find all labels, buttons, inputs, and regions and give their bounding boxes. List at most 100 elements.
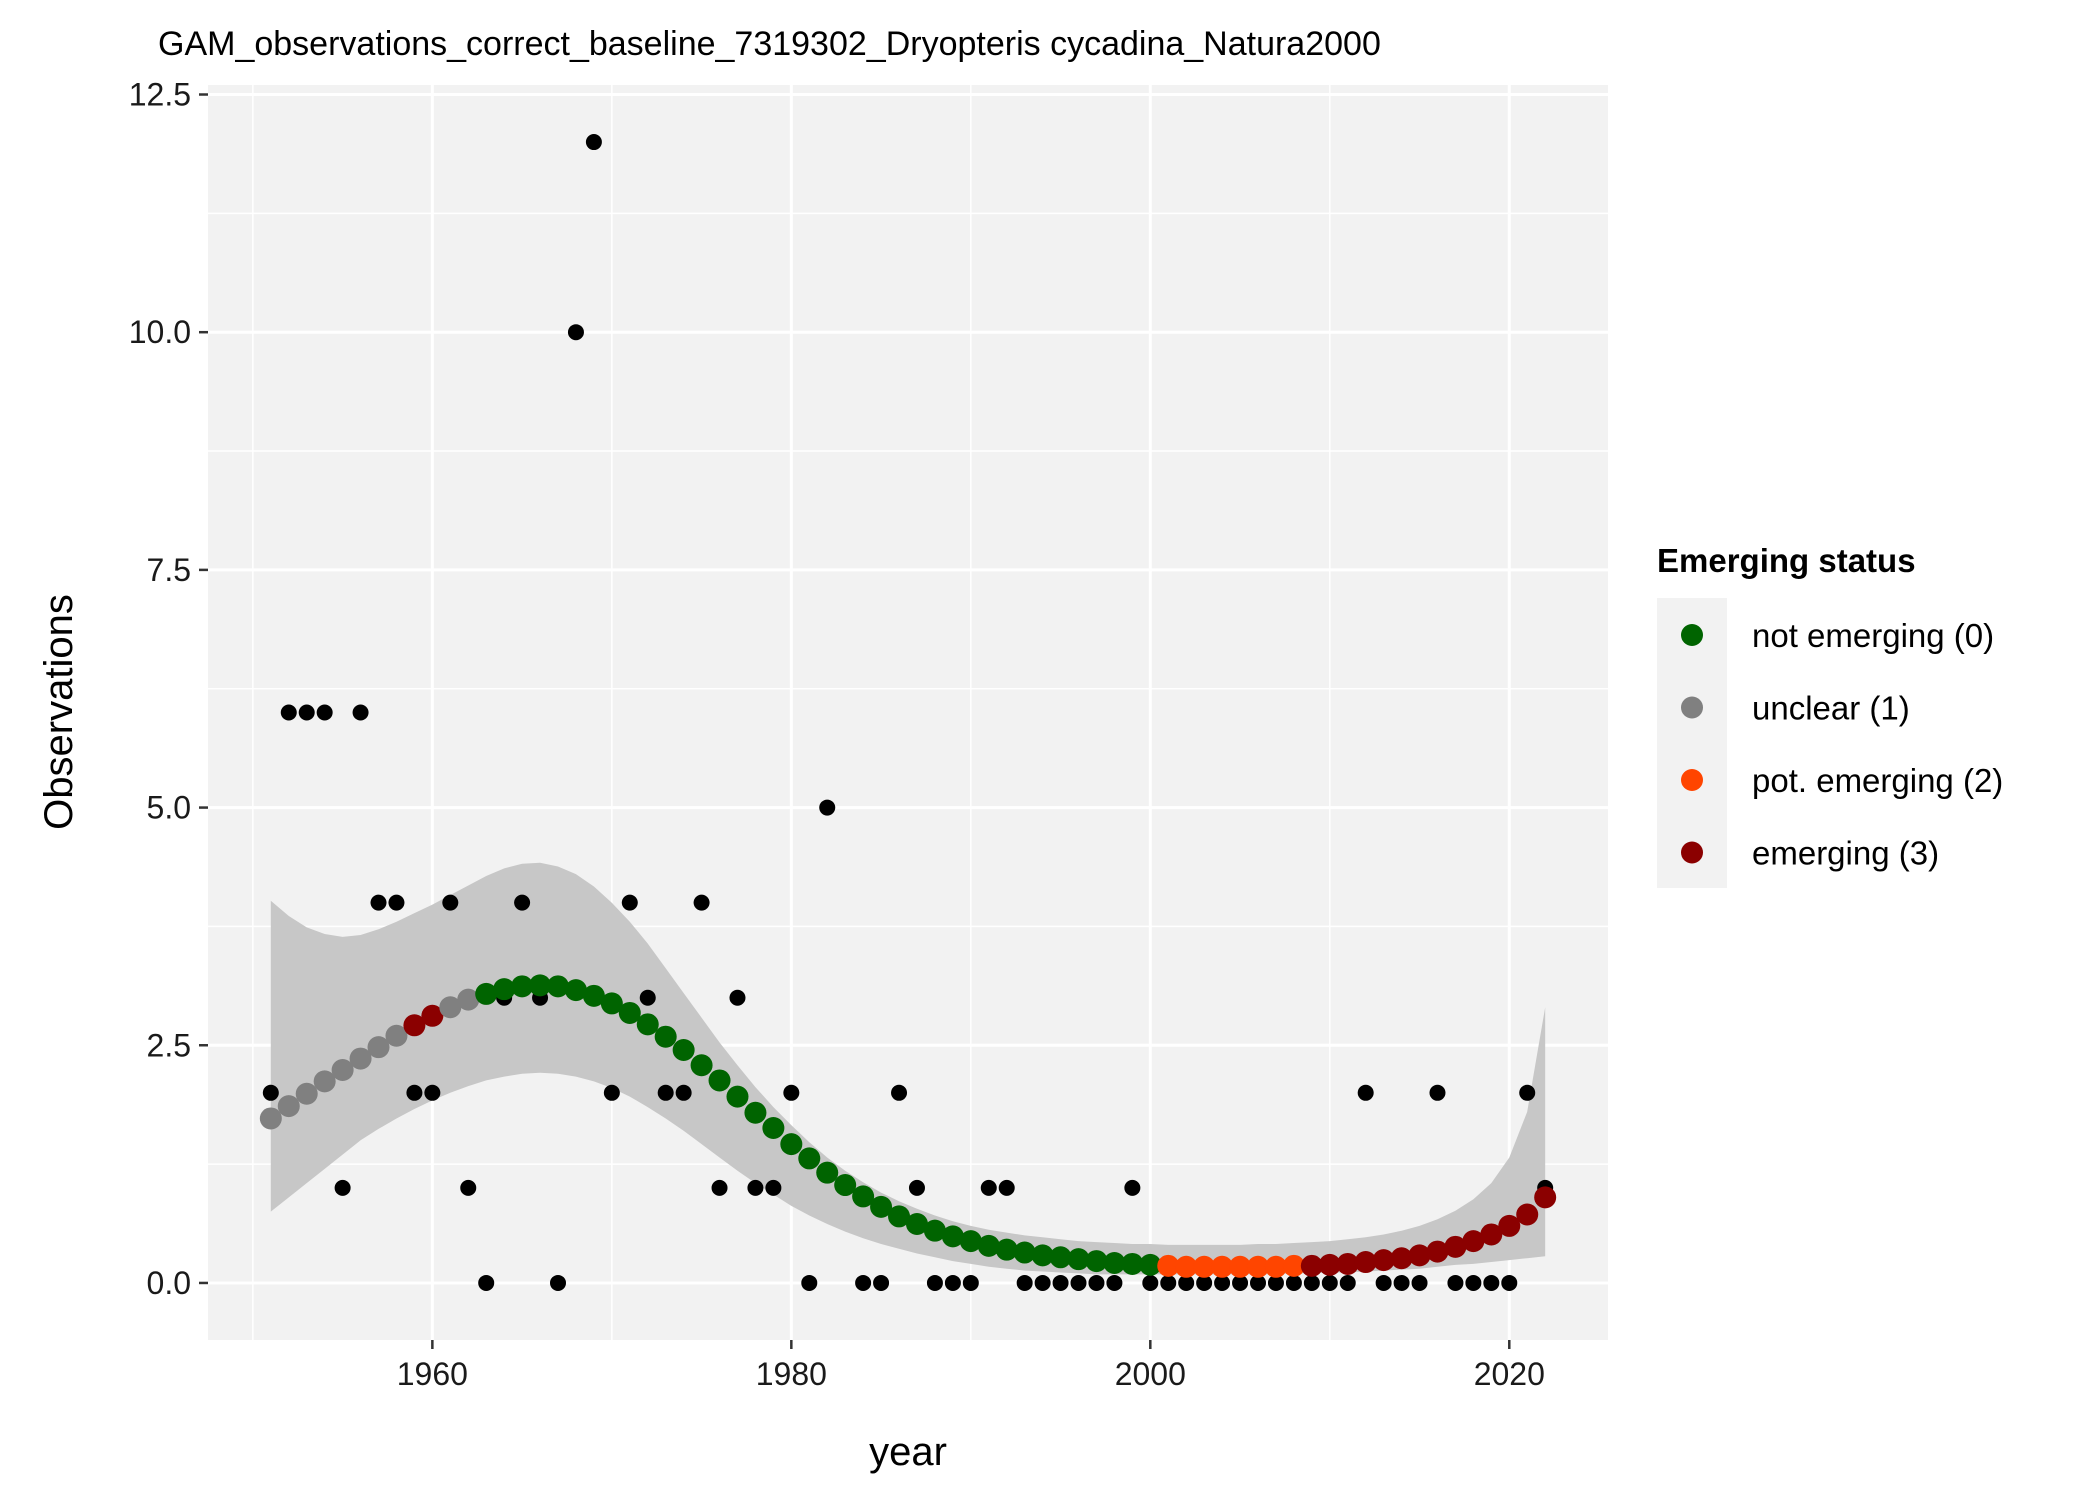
gam-fit-point (1013, 1241, 1036, 1264)
observation-point (1357, 1084, 1374, 1101)
x-axis-title: year (869, 1430, 947, 1474)
gam-fit-point (385, 1024, 408, 1047)
plot-panel-background (208, 85, 1608, 1340)
legend: Emerging status not emerging (0) unclear … (1657, 542, 2003, 888)
gam-fit-point (1444, 1235, 1467, 1258)
gam-fit-point (1372, 1249, 1395, 1272)
gam-fit-point (475, 982, 498, 1005)
observation-point (388, 894, 405, 911)
observation-point (442, 894, 459, 911)
gam-fit-point (618, 1001, 641, 1024)
gam-fit-point (852, 1185, 875, 1208)
observation-point (1250, 1274, 1266, 1291)
y-tick-label: 12.5 (129, 77, 191, 113)
legend-key-marker (1681, 696, 1703, 719)
gam-fit-point (1534, 1186, 1557, 1209)
gam-fit-point (349, 1047, 372, 1070)
observation-point (657, 1084, 674, 1101)
gam-fit-point (654, 1025, 677, 1048)
gam-fit-point (1103, 1251, 1126, 1274)
gam-fit-point (977, 1234, 1000, 1257)
y-tick-label: 0.0 (147, 1265, 191, 1301)
observation-point (1321, 1274, 1338, 1291)
observation-point (262, 1084, 279, 1101)
legend-key-marker (1681, 841, 1703, 864)
legend-item-label: emerging (3) (1752, 835, 1939, 872)
x-axis: 1960 1980 2000 2020 (397, 1340, 1545, 1392)
gam-fit-point (636, 1013, 659, 1036)
y-tick-label: 2.5 (147, 1027, 191, 1063)
gam-fit-point (1121, 1252, 1144, 1275)
gam-fit-point (1175, 1255, 1198, 1278)
gam-fit-point (1282, 1254, 1305, 1277)
legend-item-label: pot. emerging (2) (1752, 762, 2003, 799)
observation-point (352, 704, 369, 721)
gam-fit-point (870, 1195, 893, 1218)
observation-point (1142, 1274, 1159, 1291)
observation-point (1267, 1274, 1284, 1291)
legend-item-label: unclear (1) (1752, 690, 1910, 727)
gam-fit-point (780, 1133, 803, 1156)
observation-point (1285, 1274, 1302, 1291)
observation-point (693, 894, 710, 911)
gam-fit-point (1031, 1244, 1054, 1267)
gam-fit-point (582, 984, 605, 1007)
observation-point (1124, 1179, 1141, 1196)
observation-point (1178, 1274, 1195, 1291)
gam-fit-point (547, 975, 569, 998)
y-axis-title: Observations (37, 594, 81, 830)
observation-point (747, 1179, 764, 1196)
observation-point (298, 704, 315, 721)
gam-fit-point (1264, 1255, 1287, 1278)
gam-fit-point (1408, 1244, 1431, 1267)
chart-title: GAM_observations_correct_baseline_731930… (158, 25, 1381, 63)
gam-fit-point (295, 1082, 318, 1105)
gam-fit-point (331, 1058, 354, 1081)
observation-point (944, 1274, 961, 1291)
observation-point (1214, 1274, 1231, 1291)
gam-fit-point (1157, 1254, 1180, 1277)
legend-key-background (1657, 598, 1727, 888)
y-tick-label: 5.0 (147, 790, 191, 826)
x-tick-label: 1960 (397, 1356, 468, 1392)
gam-fit-point (744, 1101, 767, 1124)
x-tick-label: 2000 (1115, 1356, 1186, 1392)
observation-point (926, 1274, 943, 1291)
gam-fit-point (708, 1069, 731, 1092)
gam-fit-point (995, 1238, 1018, 1261)
observation-point (1232, 1274, 1249, 1291)
gam-fit-point (905, 1213, 928, 1236)
observation-point (801, 1274, 818, 1291)
gam-fit-point (1354, 1251, 1377, 1274)
observation-point (334, 1179, 351, 1196)
observation-point (908, 1179, 925, 1196)
observation-point (1519, 1084, 1536, 1101)
observation-point (1303, 1274, 1320, 1291)
observation-point (585, 134, 602, 151)
gam-fit-point (1336, 1252, 1359, 1275)
observation-point (1088, 1274, 1105, 1291)
gam-fit-point (421, 1004, 444, 1027)
gam-fit-point (690, 1054, 713, 1077)
gam-fit-point (1247, 1255, 1269, 1278)
observation-point (1483, 1274, 1500, 1291)
gam-fit-point (762, 1116, 785, 1139)
y-axis: 0.0 2.5 5.0 7.5 10.0 12.5 (129, 77, 208, 1301)
gam-fit-point (1193, 1255, 1216, 1278)
gam-fit-point (564, 979, 587, 1002)
observation-point (783, 1084, 800, 1101)
observation-point (603, 1084, 620, 1101)
observation-point (1016, 1274, 1033, 1291)
gam-fit-point (367, 1036, 390, 1059)
x-tick-label: 2020 (1474, 1356, 1545, 1392)
gam-fit-point (941, 1225, 964, 1248)
legend-key-marker (1681, 624, 1703, 646)
observation-point (1447, 1274, 1464, 1291)
x-tick-label: 1980 (756, 1356, 827, 1392)
observation-point (819, 799, 836, 816)
gam-fit-points (259, 974, 1557, 1278)
gam-fit-point (1318, 1253, 1341, 1276)
observation-point (1339, 1274, 1356, 1291)
